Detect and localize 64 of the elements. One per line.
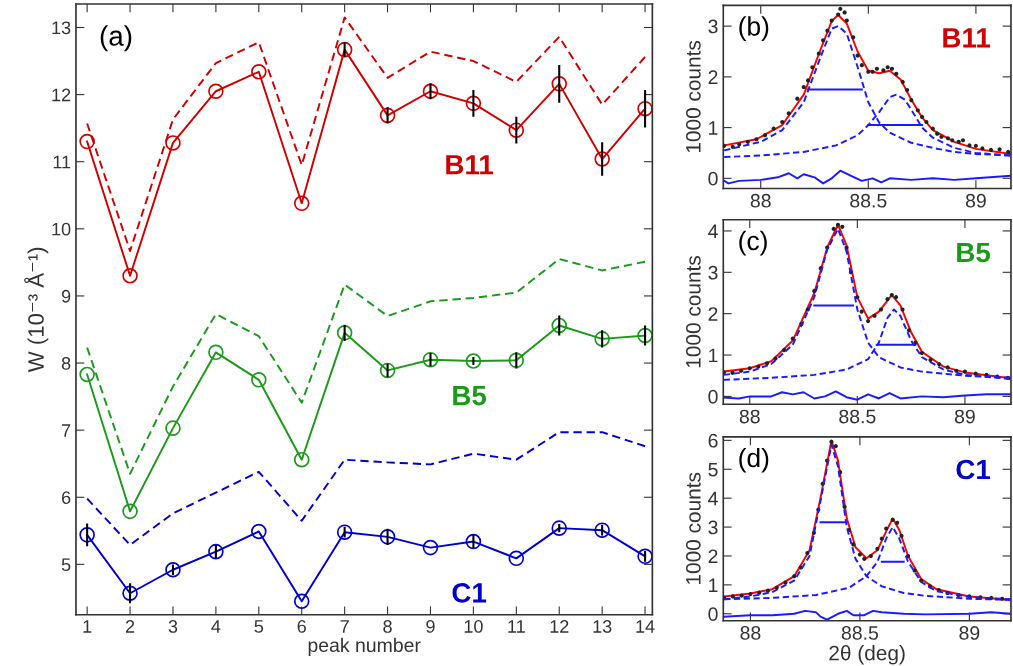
series-label: B11 bbox=[446, 155, 494, 175]
y-tick-label: 2 bbox=[708, 70, 718, 84]
x-tick-label: 88.5 bbox=[850, 193, 887, 208]
x-tick-label: 4 bbox=[211, 620, 221, 633]
chart-title: (d) bbox=[739, 447, 769, 473]
chart-title: (b) bbox=[739, 16, 769, 41]
x-axis-title: 2θ (deg) bbox=[829, 645, 905, 665]
x-tick-label: 88 bbox=[750, 193, 771, 208]
x-tick-label: 13 bbox=[593, 620, 612, 633]
x-tick-label: 88 bbox=[740, 626, 761, 640]
y-tick-label: 5 bbox=[61, 558, 71, 572]
y-tick-label: 0 bbox=[708, 171, 718, 186]
y-tick-label: 9 bbox=[61, 289, 71, 303]
y-tick-label: 0 bbox=[708, 389, 718, 404]
y-tick-label: 1 bbox=[709, 578, 718, 592]
x-tick-label: 89 bbox=[959, 626, 980, 640]
x-tick-label: 8 bbox=[383, 620, 392, 633]
chart-title: (c) bbox=[739, 230, 767, 256]
y-tick-label: 6 bbox=[708, 433, 718, 448]
x-tick-label: 14 bbox=[636, 620, 655, 633]
y-tick-label: 1 bbox=[709, 348, 718, 363]
y-tick-label: 6 bbox=[61, 491, 71, 504]
y-axis-title: W (10⁻³ Å⁻¹) bbox=[24, 247, 49, 373]
text: B5 bbox=[957, 242, 991, 263]
text: C1 bbox=[956, 459, 991, 480]
y-tick-label: 1 bbox=[709, 121, 718, 135]
y-tick-label: 3 bbox=[708, 265, 718, 280]
series-label: C1 bbox=[452, 583, 487, 603]
x-tick-label: 88 bbox=[739, 409, 760, 424]
text: (a) bbox=[100, 25, 132, 52]
y-tick-label: 2 bbox=[708, 549, 718, 564]
y-tick-label: 4 bbox=[708, 224, 718, 238]
y-tick-label: 13 bbox=[52, 21, 71, 35]
x-tick-label: 89 bbox=[954, 409, 975, 424]
y-tick-label: 12 bbox=[52, 88, 71, 102]
y-tick-label: 11 bbox=[53, 155, 71, 169]
y-axis-title: 1000 counts bbox=[685, 472, 701, 584]
y-tick-label: 8 bbox=[61, 356, 71, 370]
x-tick-label: 11 bbox=[508, 620, 525, 633]
x-tick-label: 10 bbox=[464, 620, 483, 633]
x-tick-label: 2 bbox=[125, 620, 135, 633]
x-tick-label: 6 bbox=[297, 620, 306, 633]
x-axis-title: peak number bbox=[308, 637, 421, 656]
y-tick-label: 0 bbox=[708, 607, 718, 622]
text: B11 bbox=[943, 28, 991, 48]
y-tick-label: 3 bbox=[708, 520, 718, 535]
y-tick-label: 4 bbox=[708, 491, 718, 506]
y-axis-title: 1000 counts bbox=[685, 40, 701, 153]
y-tick-label: 10 bbox=[52, 222, 71, 236]
x-tick-label: 12 bbox=[550, 620, 569, 633]
x-tick-label: 88.5 bbox=[841, 626, 879, 640]
x-tick-label: 1 bbox=[83, 620, 92, 633]
x-tick-label: 9 bbox=[426, 620, 435, 633]
y-tick-label: 7 bbox=[62, 424, 71, 437]
y-axis-title: 1000 counts bbox=[685, 256, 701, 368]
x-tick-label: 5 bbox=[254, 620, 264, 633]
y-tick-label: 2 bbox=[708, 307, 718, 321]
y-tick-label: 3 bbox=[708, 19, 718, 34]
y-tick-label: 5 bbox=[708, 462, 718, 477]
x-tick-label: 89 bbox=[965, 193, 986, 208]
x-tick-label: 3 bbox=[168, 620, 178, 633]
x-tick-label: 88.5 bbox=[839, 409, 876, 424]
series-label: B5 bbox=[453, 386, 487, 406]
x-tick-label: 7 bbox=[340, 620, 349, 633]
